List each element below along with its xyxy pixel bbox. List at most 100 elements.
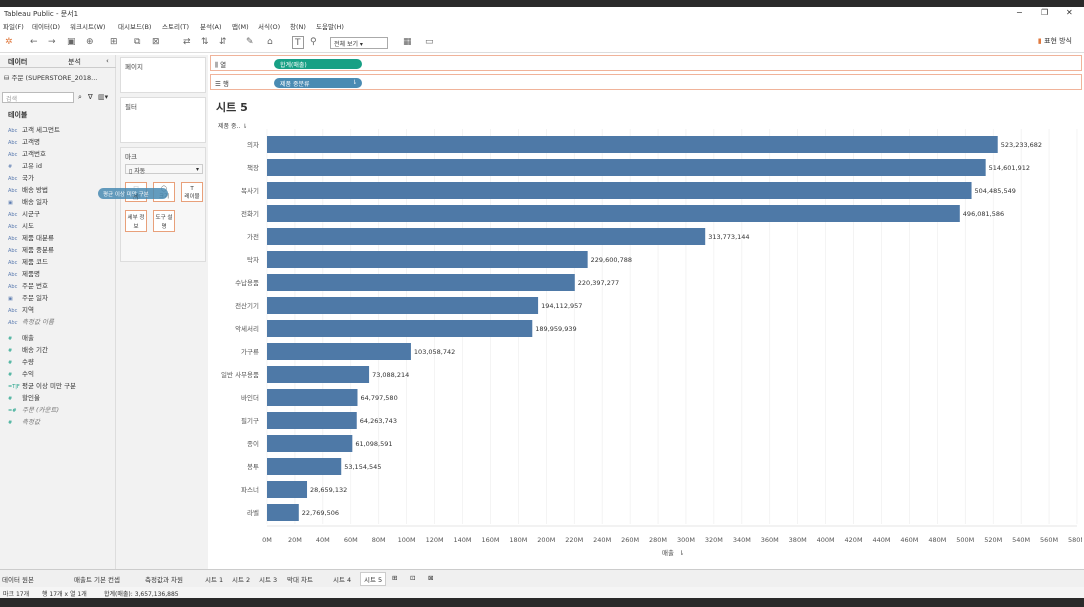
sheet-tab[interactable]: 막대 차트 [287, 576, 313, 584]
bar[interactable] [267, 412, 357, 429]
menu-worksheet[interactable]: 워크시트(W) [70, 23, 106, 31]
bar[interactable] [267, 435, 353, 452]
tab-data[interactable]: 데이터 [8, 58, 28, 66]
sheet-tab[interactable]: 측정값과 차원 [145, 576, 183, 584]
category-label[interactable]: 가구류 [241, 347, 259, 356]
x-axis-sort-icon[interactable]: ⇂ [679, 549, 684, 557]
columns-shelf[interactable]: ⫼ 열 합계(매출) [210, 55, 1082, 71]
search-icon[interactable]: ⌕ [78, 93, 82, 101]
menu-window[interactable]: 창(N) [290, 23, 306, 31]
bar[interactable] [267, 205, 960, 222]
show-me-button[interactable]: ▮ 표현 방식 [1038, 36, 1072, 46]
new-datasource-icon[interactable]: ⊕ [86, 37, 94, 47]
label-button[interactable]: T 레이블 [181, 182, 203, 202]
bar[interactable] [267, 481, 308, 498]
category-label[interactable]: 책장 [247, 163, 259, 172]
rows-shelf[interactable]: ☰ 행 제품 중분류 ⇂ [210, 74, 1082, 90]
category-label[interactable]: 전산기기 [235, 301, 259, 310]
sheet-tab[interactable]: 시트 1 [205, 576, 224, 584]
category-label[interactable]: 수납용품 [235, 278, 259, 287]
maximize-button[interactable]: ❐ [1041, 8, 1049, 17]
sheet-tab[interactable]: 매출트 기본 컨셉 [74, 576, 120, 584]
menu-file[interactable]: 파일(F) [3, 23, 24, 31]
dimension-field[interactable]: Abc 고객 세그먼트 [8, 124, 60, 134]
presentation-icon[interactable]: ▭ [425, 37, 434, 47]
minimize-button[interactable]: − [1016, 8, 1023, 17]
tooltip-button[interactable]: 도구 설명 [153, 210, 175, 232]
category-label[interactable]: 의자 [247, 140, 259, 149]
dragged-field-pill[interactable]: 평균 이상 미만 구분 [98, 188, 168, 199]
dimension-field[interactable]: Abc 제품명 [8, 268, 40, 278]
rows-pill[interactable]: 제품 중분류 ⇂ [274, 78, 362, 88]
measure-field[interactable]: # 배송 기간 [8, 344, 48, 354]
new-worksheet-icon[interactable]: ⊞ [392, 574, 398, 582]
detail-button[interactable]: 세부 정보 [125, 210, 147, 232]
duplicate-icon[interactable]: ⧉ [134, 37, 141, 47]
dimension-field[interactable]: Abc 주문 번호 [8, 280, 48, 290]
menu-data[interactable]: 데이터(D) [32, 23, 61, 31]
measure-field[interactable]: =# 주문 (카운트) [8, 404, 59, 414]
highlight-icon[interactable]: ✎ [246, 37, 254, 47]
bar[interactable] [267, 136, 998, 153]
bar[interactable] [267, 251, 588, 268]
menu-dashboard[interactable]: 대시보드(B) [118, 23, 152, 31]
new-dashboard-icon[interactable]: ⊡ [410, 574, 416, 582]
category-label[interactable]: 바인더 [241, 393, 259, 402]
redo-icon[interactable]: → [48, 37, 56, 47]
category-label[interactable]: 가전 [247, 232, 259, 241]
category-label[interactable]: 필기구 [241, 416, 259, 425]
measure-field[interactable]: # 매출 [8, 332, 34, 342]
category-label[interactable]: 파스너 [241, 485, 259, 494]
sheet-tab[interactable]: 데이터 원본 [2, 576, 34, 584]
dimension-field[interactable]: Abc 고객번호 [8, 148, 46, 158]
filters-card[interactable]: 필터 [120, 97, 206, 143]
dimension-field[interactable]: Abc 배송 방법 [8, 184, 48, 194]
category-label[interactable]: 봉투 [247, 463, 259, 471]
dimension-field[interactable]: Abc 시군구 [8, 208, 40, 218]
view-icon[interactable]: ▥▾ [98, 93, 109, 101]
menu-help[interactable]: 도움말(H) [316, 23, 344, 31]
bar[interactable] [267, 504, 299, 521]
menu-format[interactable]: 서식(O) [258, 23, 281, 31]
measure-field[interactable]: # 수량 [8, 356, 34, 366]
bar[interactable] [267, 366, 370, 383]
tab-analysis[interactable]: 분석 [68, 58, 81, 66]
bar[interactable] [267, 389, 358, 406]
dimension-field[interactable]: Abc 시도 [8, 220, 34, 230]
labels-icon[interactable]: T [292, 36, 304, 49]
clear-icon[interactable]: ⊠ [152, 37, 160, 47]
card-toggle-icon[interactable]: ▦ [403, 37, 412, 47]
category-label[interactable]: 복사기 [241, 186, 259, 195]
mark-type-select[interactable]: ▯ 자동 ▾ [125, 164, 203, 175]
category-label[interactable]: 일반 사무용품 [221, 370, 259, 379]
dimension-field[interactable]: ▣ 주문 일자 [8, 292, 48, 302]
bar[interactable] [267, 320, 533, 337]
new-sheet-icon[interactable]: ⊞ [110, 37, 118, 47]
dimension-field[interactable]: Abc 측정값 이름 [8, 316, 54, 326]
category-label[interactable]: 악세서리 [235, 324, 259, 333]
sort-desc-icon[interactable]: ⇵ [219, 37, 227, 47]
bar[interactable] [267, 343, 411, 360]
pages-card[interactable]: 페이지 [120, 57, 206, 93]
row-header[interactable]: 제품 중.. ⇂ [218, 121, 247, 130]
measure-field[interactable]: # 할인율 [8, 392, 40, 402]
close-button[interactable]: ✕ [1066, 8, 1073, 17]
tableau-logo-icon[interactable]: ✲ [5, 37, 13, 47]
fix-axes-icon[interactable]: ⚲ [310, 37, 317, 47]
bar[interactable] [267, 274, 575, 291]
save-icon[interactable]: ▣ [67, 37, 76, 47]
collapse-icon[interactable]: ‹ [106, 57, 109, 65]
bar[interactable] [267, 182, 972, 199]
measure-field[interactable]: # 수익 [8, 368, 34, 378]
dimension-field[interactable]: Abc 고객명 [8, 136, 40, 146]
bar[interactable] [267, 228, 706, 245]
sheet-tab[interactable]: 시트 2 [232, 576, 251, 584]
columns-pill[interactable]: 합계(매출) [274, 59, 362, 69]
new-story-icon[interactable]: ⊠ [428, 574, 434, 582]
category-label[interactable]: 전화기 [241, 209, 259, 218]
bar[interactable] [267, 297, 539, 314]
dimension-field[interactable]: ▣ 배송 일자 [8, 196, 48, 206]
sort-asc-icon[interactable]: ⇅ [201, 37, 209, 47]
category-label[interactable]: 라벨 [247, 508, 259, 517]
category-label[interactable]: 탁자 [247, 255, 259, 264]
